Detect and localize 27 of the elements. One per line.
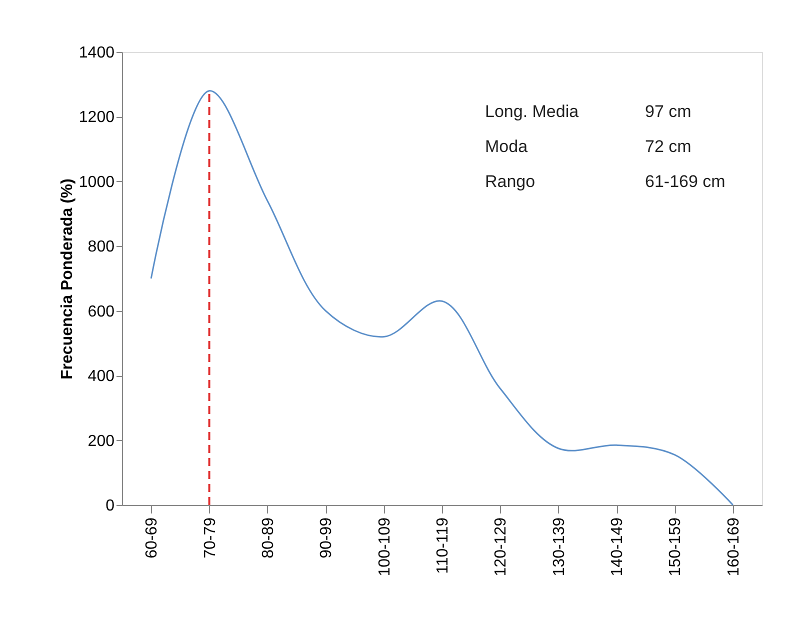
x-tick-label: 100-109 — [376, 517, 394, 576]
line-series — [150, 90, 734, 506]
y-tick-label: 400 — [88, 368, 115, 386]
y-axis-title: Frecuencia Ponderada (%) — [58, 178, 76, 380]
x-tick-label: 110-119 — [434, 517, 452, 574]
annotation: 72 cm — [645, 137, 692, 156]
y-tick-label: 0 — [106, 498, 115, 514]
x-tick-label: 130-139 — [550, 517, 568, 576]
y-tick-label: 200 — [88, 432, 115, 450]
y-tick-label: 800 — [88, 238, 115, 256]
annotation: 61-169 cm — [645, 172, 726, 191]
annotation: Rango — [485, 172, 536, 191]
x-tick-label: 140-149 — [609, 517, 626, 576]
y-tick-label: 1400 — [78, 44, 115, 62]
y-tick-label: 1200 — [78, 109, 115, 126]
x-tick-label: 60-69 — [144, 517, 161, 558]
x-tick-label: 90-99 — [318, 517, 336, 558]
y-tick-label: 600 — [88, 303, 115, 320]
y-tick-label: 1000 — [78, 174, 115, 191]
x-tick-label: 160-169 — [725, 517, 742, 576]
x-tick-label: 80-89 — [260, 517, 277, 558]
annotation: Long. Media — [485, 102, 580, 121]
annotation: Moda — [485, 137, 528, 156]
x-tick-label: 70-79 — [202, 517, 219, 558]
x-tick-label: 120-129 — [492, 517, 510, 576]
annotation: 97 cm — [645, 102, 692, 121]
x-tick-label: 150-159 — [667, 517, 684, 576]
